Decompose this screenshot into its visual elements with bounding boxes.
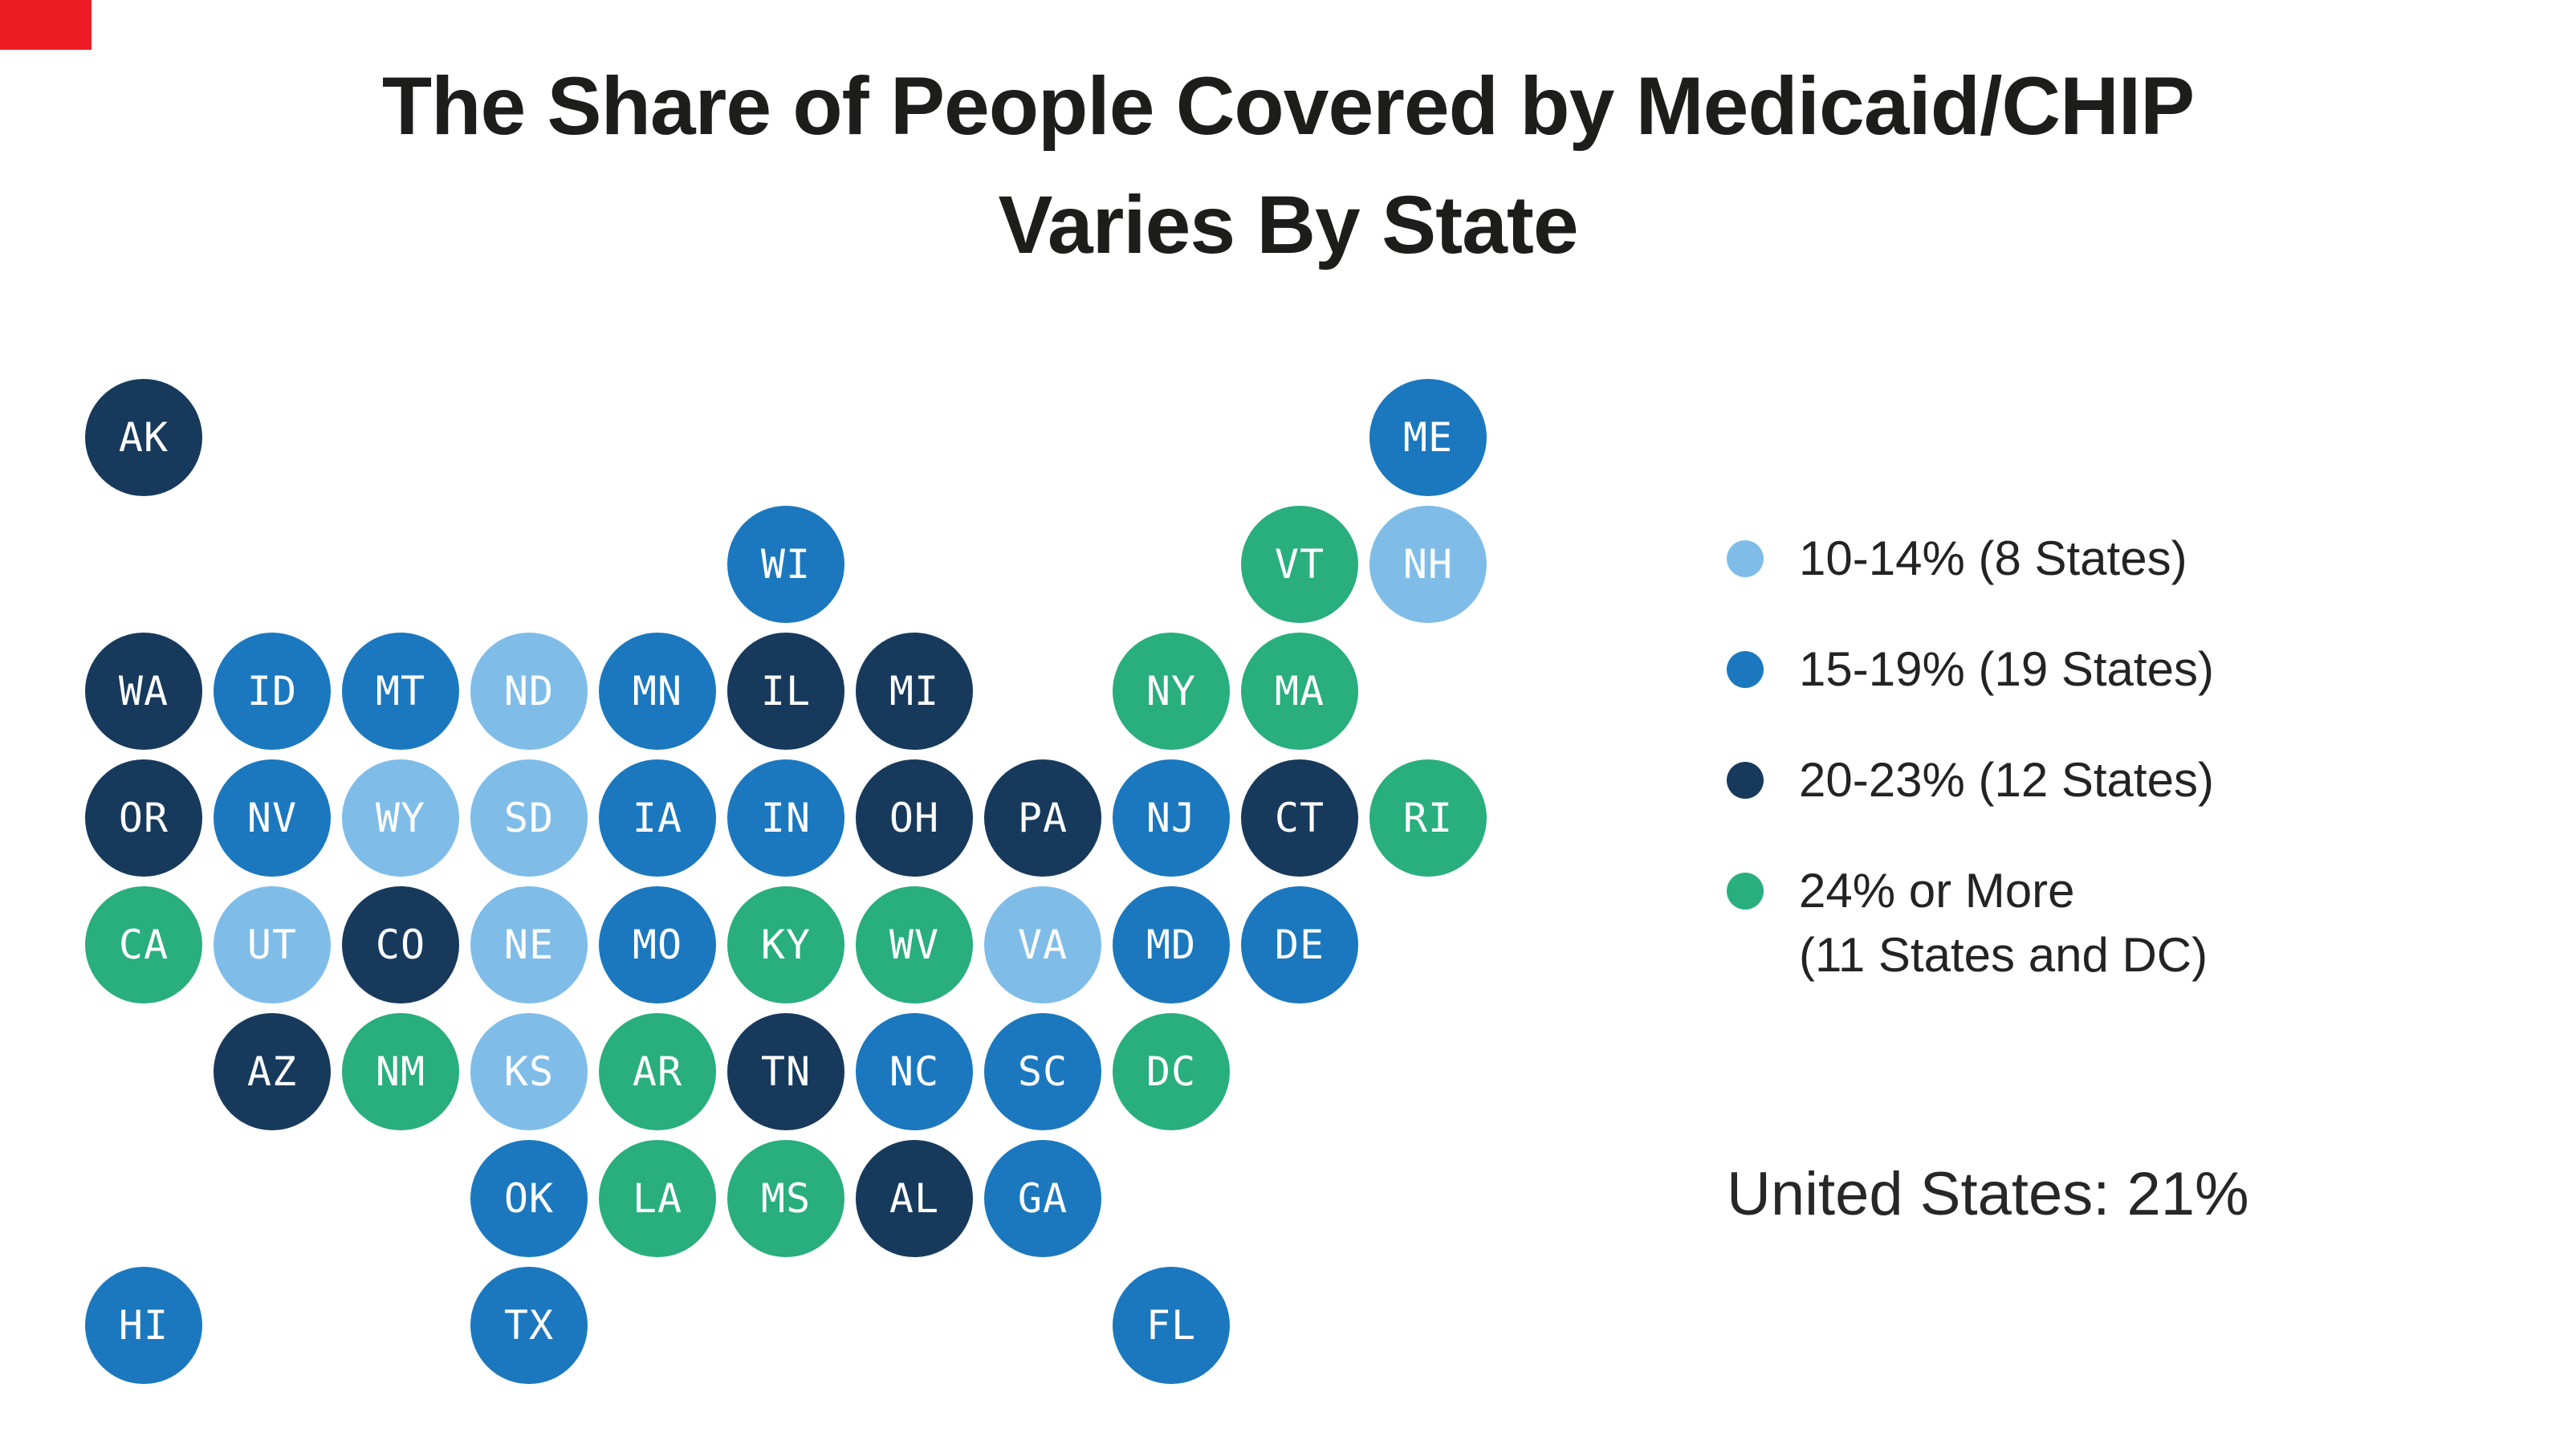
state-tile-az: AZ bbox=[214, 1013, 331, 1130]
state-tile-or: OR bbox=[85, 759, 202, 877]
legend-dot-24-plus bbox=[1727, 873, 1764, 910]
state-tile-wy: WY bbox=[342, 759, 459, 877]
chart-title-line-2: Varies By State bbox=[998, 179, 1578, 271]
legend-dot-20-23 bbox=[1727, 762, 1764, 799]
state-tile-ri: RI bbox=[1369, 759, 1487, 877]
legend-item-10-14: 10-14% (8 States) bbox=[1727, 527, 2214, 591]
state-tile-wa: WA bbox=[85, 633, 202, 750]
state-tile-nh: NH bbox=[1369, 506, 1487, 623]
state-tile-oh: OH bbox=[856, 759, 973, 877]
state-tile-nm: NM bbox=[342, 1013, 459, 1130]
state-tile-al: AL bbox=[856, 1140, 973, 1257]
state-tile-ne: NE bbox=[470, 886, 588, 1003]
state-tile-mt: MT bbox=[342, 633, 459, 750]
state-tile-ms: MS bbox=[727, 1140, 844, 1257]
chart-title: The Share of People Covered by Medicaid/… bbox=[0, 47, 2576, 284]
state-tile-pa: PA bbox=[984, 759, 1101, 877]
state-tile-nd: ND bbox=[470, 633, 588, 750]
state-tile-sd: SD bbox=[470, 759, 588, 877]
legend-item-24-plus: 24% or More (11 States and DC) bbox=[1727, 859, 2214, 987]
state-tile-ak: AK bbox=[85, 379, 202, 496]
legend-dot-15-19 bbox=[1727, 651, 1764, 688]
state-tile-ct: CT bbox=[1241, 759, 1358, 877]
chart-title-line-1: The Share of People Covered by Medicaid/… bbox=[381, 60, 2195, 152]
state-tile-in: IN bbox=[727, 759, 844, 877]
legend-item-20-23: 20-23% (12 States) bbox=[1727, 748, 2214, 812]
state-tile-wi: WI bbox=[727, 506, 844, 623]
legend-label-15-19: 15-19% (19 States) bbox=[1799, 642, 2214, 696]
state-tile-nj: NJ bbox=[1113, 759, 1230, 877]
state-tile-id: ID bbox=[214, 633, 331, 750]
state-tile-fl: FL bbox=[1113, 1267, 1230, 1384]
state-tile-vt: VT bbox=[1241, 506, 1358, 623]
state-tile-sc: SC bbox=[984, 1013, 1101, 1130]
state-tile-map: AK ME WI VT NH WA ID MT ND MN IL MI NY MA OR NV WY SD IA IN… bbox=[85, 379, 1487, 1384]
state-tile-mi: MI bbox=[856, 633, 973, 750]
state-tile-co: CO bbox=[342, 886, 459, 1003]
state-tile-ia: IA bbox=[599, 759, 716, 877]
state-tile-ga: GA bbox=[984, 1140, 1101, 1257]
national-average: United States: 21% bbox=[1727, 1160, 2249, 1228]
state-tile-la: LA bbox=[599, 1140, 716, 1257]
state-tile-md: MD bbox=[1113, 886, 1230, 1003]
state-tile-wv: WV bbox=[856, 886, 973, 1003]
brand-red-mark bbox=[0, 0, 92, 50]
legend-label-10-14: 10-14% (8 States) bbox=[1799, 531, 2187, 585]
legend-label-24-plus: 24% or More (11 States and DC) bbox=[1799, 864, 2208, 982]
state-tile-tn: TN bbox=[727, 1013, 844, 1130]
state-tile-ca: CA bbox=[85, 886, 202, 1003]
state-tile-ok: OK bbox=[470, 1140, 588, 1257]
state-tile-va: VA bbox=[984, 886, 1101, 1003]
state-tile-nv: NV bbox=[214, 759, 331, 877]
state-tile-tx: TX bbox=[470, 1267, 588, 1384]
state-tile-il: IL bbox=[727, 633, 844, 750]
state-tile-ky: KY bbox=[727, 886, 844, 1003]
state-tile-mn: MN bbox=[599, 633, 716, 750]
state-tile-mo: MO bbox=[599, 886, 716, 1003]
state-tile-me: ME bbox=[1369, 379, 1487, 496]
state-tile-ma: MA bbox=[1241, 633, 1358, 750]
state-tile-ar: AR bbox=[599, 1013, 716, 1130]
state-tile-de: DE bbox=[1241, 886, 1358, 1003]
state-tile-nc: NC bbox=[856, 1013, 973, 1130]
state-tile-ks: KS bbox=[470, 1013, 588, 1130]
state-tile-dc: DC bbox=[1113, 1013, 1230, 1130]
state-tile-ny: NY bbox=[1113, 633, 1230, 750]
legend-item-15-19: 15-19% (19 States) bbox=[1727, 637, 2214, 702]
state-tile-hi: HI bbox=[85, 1267, 202, 1384]
legend: 10-14% (8 States) 15-19% (19 States) 20-23… bbox=[1727, 527, 2214, 1034]
legend-dot-10-14 bbox=[1727, 540, 1764, 577]
legend-label-20-23: 20-23% (12 States) bbox=[1799, 753, 2214, 807]
state-tile-ut: UT bbox=[214, 886, 331, 1003]
